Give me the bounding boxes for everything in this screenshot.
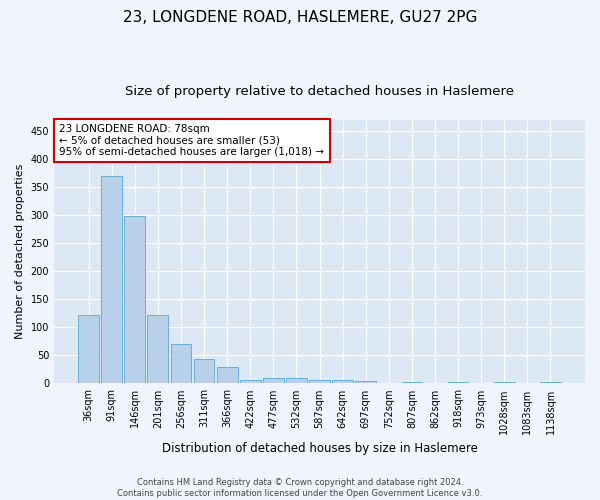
Bar [148, 315, 168, 384]
Bar [448, 382, 469, 384]
X-axis label: Distribution of detached houses by size in Haslemere: Distribution of detached houses by size … [161, 442, 478, 455]
Bar [78, 315, 99, 384]
Bar [309, 380, 330, 384]
Y-axis label: Number of detached properties: Number of detached properties [15, 164, 25, 340]
Bar [101, 176, 122, 384]
Bar [124, 216, 145, 384]
Bar [401, 382, 422, 384]
Text: 23, LONGDENE ROAD, HASLEMERE, GU27 2PG: 23, LONGDENE ROAD, HASLEMERE, GU27 2PG [123, 10, 477, 25]
Bar [494, 382, 515, 384]
Bar [263, 378, 284, 384]
Bar [240, 380, 260, 384]
Title: Size of property relative to detached houses in Haslemere: Size of property relative to detached ho… [125, 85, 514, 98]
Bar [170, 344, 191, 384]
Bar [217, 366, 238, 384]
Bar [286, 378, 307, 384]
Text: Contains HM Land Registry data © Crown copyright and database right 2024.
Contai: Contains HM Land Registry data © Crown c… [118, 478, 482, 498]
Bar [355, 381, 376, 384]
Bar [332, 380, 353, 384]
Bar [540, 382, 561, 384]
Text: 23 LONGDENE ROAD: 78sqm
← 5% of detached houses are smaller (53)
95% of semi-det: 23 LONGDENE ROAD: 78sqm ← 5% of detached… [59, 124, 325, 157]
Bar [194, 359, 214, 384]
